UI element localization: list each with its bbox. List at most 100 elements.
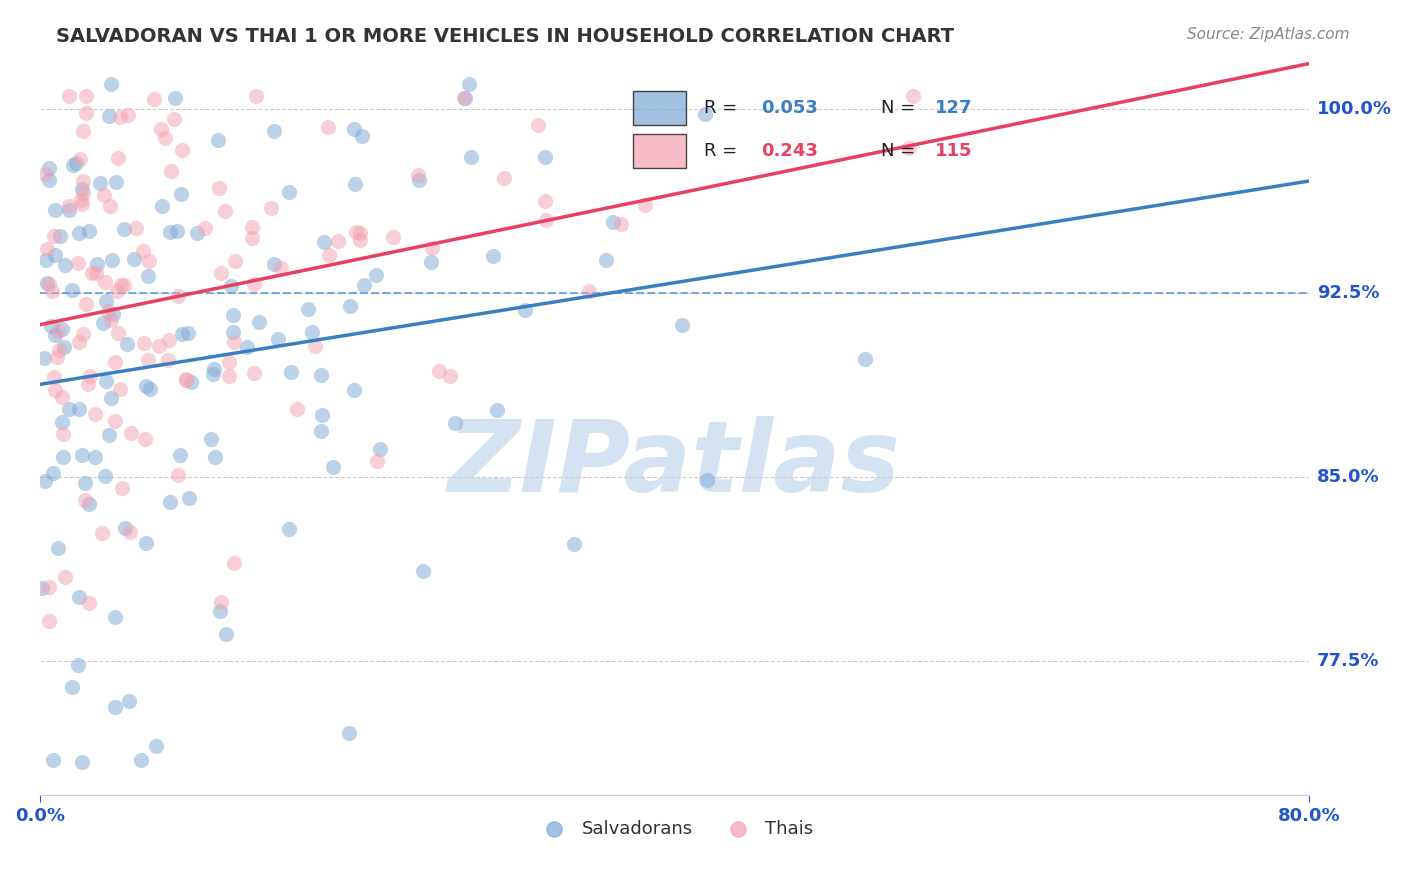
Point: [263, 124, 285, 138]
Point: [100, 391, 122, 405]
Point: [44, 383, 66, 397]
Point: [242, 277, 264, 292]
Point: [38, 161, 60, 176]
Point: [316, 120, 339, 134]
Point: [349, 226, 371, 240]
Point: [165, 91, 187, 105]
Point: [100, 313, 122, 327]
Point: [454, 91, 477, 105]
Point: [408, 173, 430, 187]
Point: [134, 432, 156, 446]
Point: [51, 390, 73, 404]
Point: [111, 481, 134, 495]
Point: [70, 755, 93, 769]
Point: [100, 77, 122, 91]
Point: [492, 171, 515, 186]
Point: [108, 111, 131, 125]
Point: [170, 327, 193, 342]
Point: [58, 199, 80, 213]
Point: [69, 153, 91, 167]
Point: [285, 402, 308, 417]
Point: [170, 186, 193, 201]
Point: [270, 261, 292, 276]
Point: [91, 316, 114, 330]
Point: [343, 122, 366, 136]
Point: [419, 255, 441, 269]
Point: [236, 340, 259, 354]
Point: [166, 224, 188, 238]
Point: [42, 369, 65, 384]
Point: [245, 89, 267, 103]
Point: [84, 408, 107, 422]
Point: [150, 121, 173, 136]
Point: [53, 340, 76, 354]
Point: [696, 474, 718, 488]
Point: [278, 522, 301, 536]
Point: [72, 124, 94, 138]
Point: [105, 175, 128, 189]
Point: [163, 112, 186, 127]
Point: [853, 352, 876, 367]
Point: [104, 700, 127, 714]
Point: [381, 230, 404, 244]
Point: [72, 186, 94, 200]
Point: [115, 337, 138, 351]
Point: [634, 198, 657, 212]
Point: [72, 174, 94, 188]
Point: [38, 614, 60, 628]
Point: [52, 427, 75, 442]
Point: [58, 89, 80, 103]
Point: [249, 315, 271, 329]
Point: [101, 307, 124, 321]
Text: 85.0%: 85.0%: [1317, 467, 1379, 485]
Point: [444, 416, 467, 430]
Point: [322, 459, 344, 474]
Point: [427, 364, 450, 378]
Point: [75, 296, 97, 310]
Point: [439, 368, 461, 383]
Point: [297, 301, 319, 316]
Point: [139, 382, 162, 396]
Point: [222, 334, 245, 349]
Text: ZIPatlas: ZIPatlas: [449, 416, 901, 513]
Point: [482, 249, 505, 263]
Point: [343, 177, 366, 191]
Point: [457, 77, 479, 91]
Point: [107, 326, 129, 341]
Point: [595, 252, 617, 267]
Point: [31, 581, 53, 595]
Point: [243, 366, 266, 380]
Point: [104, 610, 127, 624]
Point: [67, 226, 90, 240]
Point: [98, 427, 121, 442]
Point: [42, 229, 65, 244]
Point: [136, 268, 159, 283]
Point: [167, 289, 190, 303]
Point: [114, 521, 136, 535]
Point: [218, 355, 240, 369]
Point: [209, 604, 232, 618]
Point: [609, 218, 631, 232]
Point: [60, 680, 83, 694]
Point: [267, 332, 290, 346]
Point: [186, 226, 208, 240]
Point: [135, 535, 157, 549]
Point: [83, 450, 105, 465]
Point: [41, 318, 63, 333]
Point: [118, 694, 141, 708]
Point: [93, 188, 115, 202]
Point: [602, 215, 624, 229]
Point: [89, 176, 111, 190]
Point: [77, 596, 100, 610]
Point: [110, 278, 132, 293]
Point: [159, 494, 181, 508]
Point: [135, 379, 157, 393]
Point: [105, 285, 128, 299]
Point: [35, 242, 58, 256]
Point: [304, 339, 326, 353]
Point: [112, 277, 135, 292]
Point: [107, 151, 129, 165]
Text: 92.5%: 92.5%: [1317, 284, 1379, 301]
Point: [38, 580, 60, 594]
Point: [53, 570, 76, 584]
